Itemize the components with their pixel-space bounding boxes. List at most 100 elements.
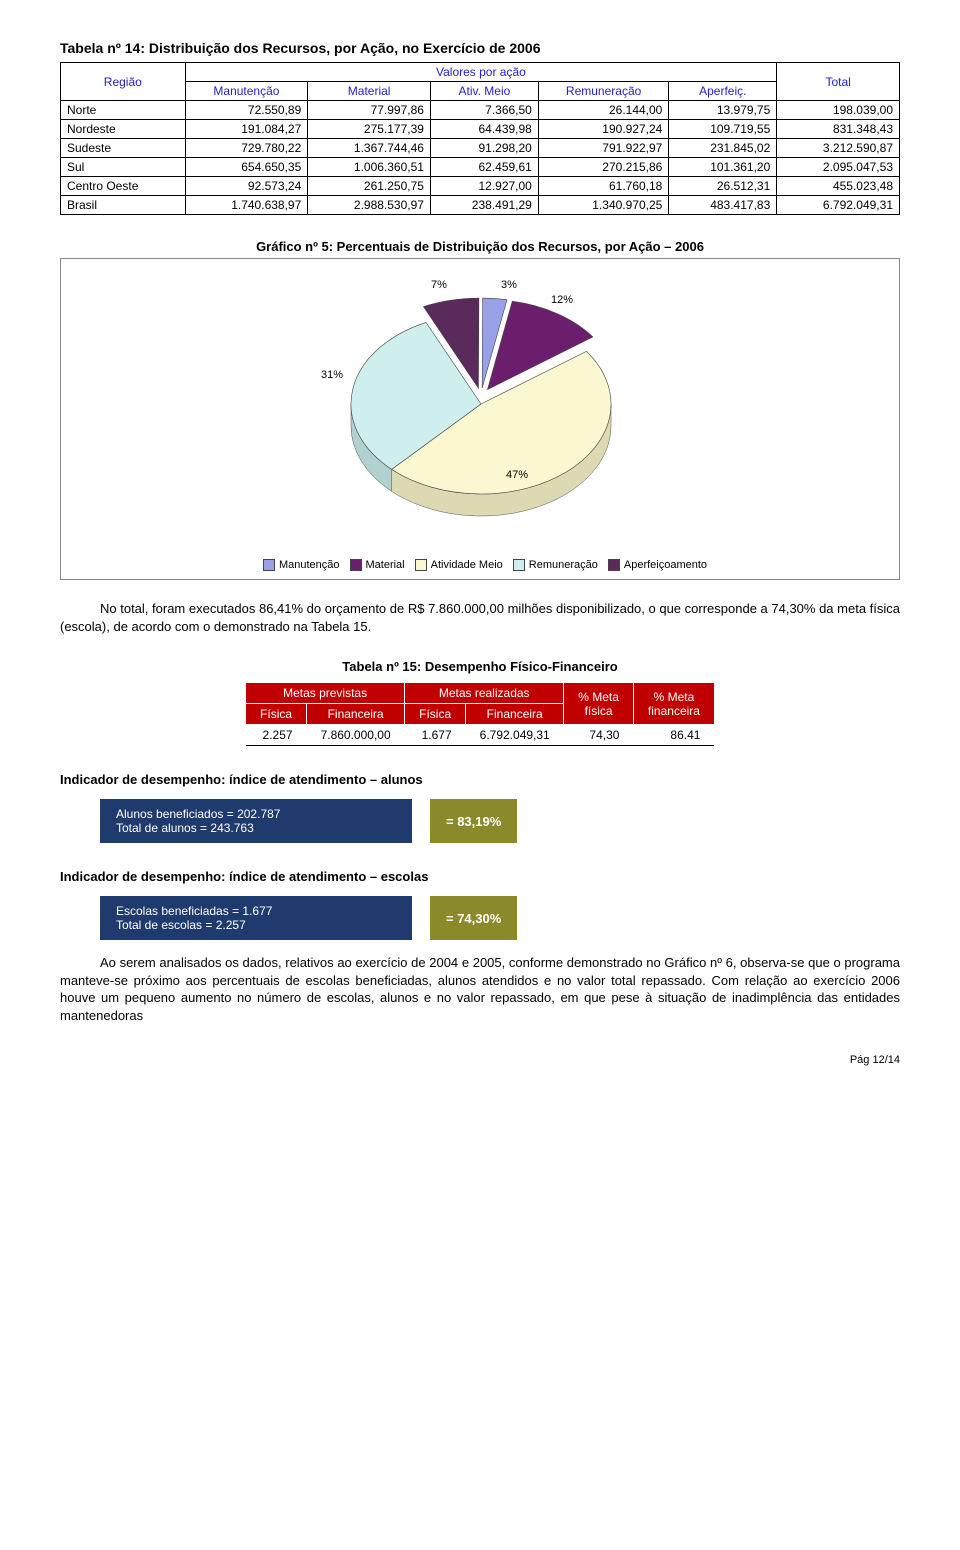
t15-h-fin1: Financeira — [307, 704, 405, 725]
t14-cell: Brasil — [61, 196, 186, 215]
legend-label: Aperfeiçoamento — [624, 559, 707, 571]
ind-escolas-title: Indicador de desempenho: índice de atend… — [60, 869, 900, 884]
t14-cell: 2.988.530,97 — [308, 196, 431, 215]
t15-h-meta-fisica: % Metafísica — [564, 683, 634, 725]
ind-escolas-box: Escolas beneficiadas = 1.677 Total de es… — [100, 896, 412, 940]
legend-label: Remuneração — [529, 559, 598, 571]
t14-col-total: Total — [777, 63, 900, 101]
ind-alunos-title: Indicador de desempenho: índice de atend… — [60, 772, 900, 787]
t14-cell: 62.459,61 — [430, 158, 538, 177]
legend-label: Manutenção — [279, 559, 340, 571]
t15-h-meta-fin: % Metafinanceira — [633, 683, 714, 725]
legend-swatch — [415, 559, 427, 571]
t14-cell: 1.340.970,25 — [538, 196, 669, 215]
ind-escolas-l1: Escolas beneficiadas = 1.677 — [116, 904, 396, 918]
page-footer: Pág 12/14 — [60, 1054, 900, 1066]
t14-cell: Nordeste — [61, 120, 186, 139]
t15-h-metas-real: Metas realizadas — [405, 683, 564, 704]
t14-cell: Sudeste — [61, 139, 186, 158]
ind-alunos-box: Alunos beneficiados = 202.787 Total de a… — [100, 799, 412, 843]
ind-escolas-row: Escolas beneficiadas = 1.677 Total de es… — [100, 896, 900, 940]
t14-cell: 26.512,31 — [669, 177, 777, 196]
t14-col-remun: Remuneração — [538, 82, 669, 101]
table-14: Região Valores por ação Total Manutenção… — [60, 62, 900, 215]
pct-31: 31% — [321, 369, 343, 381]
t14-col-regiao: Região — [61, 63, 186, 101]
t14-cell: 3.212.590,87 — [777, 139, 900, 158]
t14-cell: 191.084,27 — [185, 120, 308, 139]
t14-cell: Norte — [61, 101, 186, 120]
table-row: Nordeste191.084,27275.177,3964.439,98190… — [61, 120, 900, 139]
t14-col-ativ: Ativ. Meio — [430, 82, 538, 101]
t14-cell: 231.845,02 — [669, 139, 777, 158]
t15-c4: 74,30 — [564, 725, 634, 746]
t14-cell: 275.177,39 — [308, 120, 431, 139]
t14-col-manut: Manutenção — [185, 82, 308, 101]
t14-title: Tabela nº 14: Distribuição dos Recursos,… — [60, 40, 900, 56]
chart5-title: Gráfico nº 5: Percentuais de Distribuiçã… — [60, 239, 900, 254]
t14-cell: 1.367.744,46 — [308, 139, 431, 158]
t14-cell: 7.366,50 — [430, 101, 538, 120]
table-row: Centro Oeste92.573,24261.250,7512.927,00… — [61, 177, 900, 196]
t14-cell: 198.039,00 — [777, 101, 900, 120]
pct-3: 3% — [501, 279, 517, 291]
pct-12: 12% — [551, 294, 573, 306]
t14-cell: Centro Oeste — [61, 177, 186, 196]
t14-cell: 6.792.049,31 — [777, 196, 900, 215]
t14-cell: 101.361,20 — [669, 158, 777, 177]
pie-chart — [61, 259, 899, 539]
t14-cell: 13.979,75 — [669, 101, 777, 120]
ind-escolas-l2: Total de escolas = 2.257 — [116, 918, 396, 932]
legend-swatch — [513, 559, 525, 571]
t14-cell: 64.439,98 — [430, 120, 538, 139]
table-row: Sudeste729.780,221.367.744,4691.298,2079… — [61, 139, 900, 158]
t15-c5: 86.41 — [633, 725, 714, 746]
legend-swatch — [350, 559, 362, 571]
ind-escolas-result: = 74,30% — [430, 896, 517, 940]
legend-swatch — [608, 559, 620, 571]
t14-cell: 261.250,75 — [308, 177, 431, 196]
table-row: Brasil1.740.638,972.988.530,97238.491,29… — [61, 196, 900, 215]
table-row: Norte72.550,8977.997,867.366,5026.144,00… — [61, 101, 900, 120]
t14-cell: 77.997,86 — [308, 101, 431, 120]
t14-cell: 1.740.638,97 — [185, 196, 308, 215]
legend-label: Atividade Meio — [431, 559, 503, 571]
t14-col-material: Material — [308, 82, 431, 101]
pct-7: 7% — [431, 279, 447, 291]
paragraph-1: No total, foram executados 86,41% do orç… — [60, 600, 900, 635]
t14-cell: 2.095.047,53 — [777, 158, 900, 177]
t14-cell: 1.006.360,51 — [308, 158, 431, 177]
t14-cell: 12.927,00 — [430, 177, 538, 196]
t14-cell: 91.298,20 — [430, 139, 538, 158]
t14-cell: 791.922,97 — [538, 139, 669, 158]
t15-c3: 6.792.049,31 — [466, 725, 564, 746]
t14-cell: 270.215,86 — [538, 158, 669, 177]
t14-cell: 61.760,18 — [538, 177, 669, 196]
t14-cell: 72.550,89 — [185, 101, 308, 120]
t15-c0: 2.257 — [246, 725, 307, 746]
legend-label: Material — [366, 559, 405, 571]
t15-h-fin2: Financeira — [466, 704, 564, 725]
chart5-box: 7% 3% 12% 31% 47% ManutençãoMaterialAtiv… — [60, 258, 900, 580]
t14-cell: 190.927,24 — [538, 120, 669, 139]
t14-col-aperf: Aperfeiç. — [669, 82, 777, 101]
chart5-legend: Manutenção Material Atividade Meio Remunera… — [61, 559, 899, 571]
t14-cell: 831.348,43 — [777, 120, 900, 139]
t14-cell: 92.573,24 — [185, 177, 308, 196]
legend-swatch — [263, 559, 275, 571]
table-15: Metas previstas Metas realizadas % Metaf… — [245, 682, 715, 746]
ind-alunos-l1: Alunos beneficiados = 202.787 — [116, 807, 396, 821]
t14-cell: 238.491,29 — [430, 196, 538, 215]
ind-alunos-row: Alunos beneficiados = 202.787 Total de a… — [100, 799, 900, 843]
t14-cell: 654.650,35 — [185, 158, 308, 177]
t14-cell: 455.023,48 — [777, 177, 900, 196]
t15-c2: 1.677 — [405, 725, 466, 746]
t15-row: 2.257 7.860.000,00 1.677 6.792.049,31 74… — [246, 725, 715, 746]
paragraph-2: Ao serem analisados os dados, relativos … — [60, 954, 900, 1024]
t14-cell: 483.417,83 — [669, 196, 777, 215]
ind-alunos-result: = 83,19% — [430, 799, 517, 843]
t15-title: Tabela nº 15: Desempenho Físico-Financei… — [60, 659, 900, 674]
t15-c1: 7.860.000,00 — [307, 725, 405, 746]
t15-h-fisica2: Física — [405, 704, 466, 725]
t15-h-metas-prev: Metas previstas — [246, 683, 405, 704]
